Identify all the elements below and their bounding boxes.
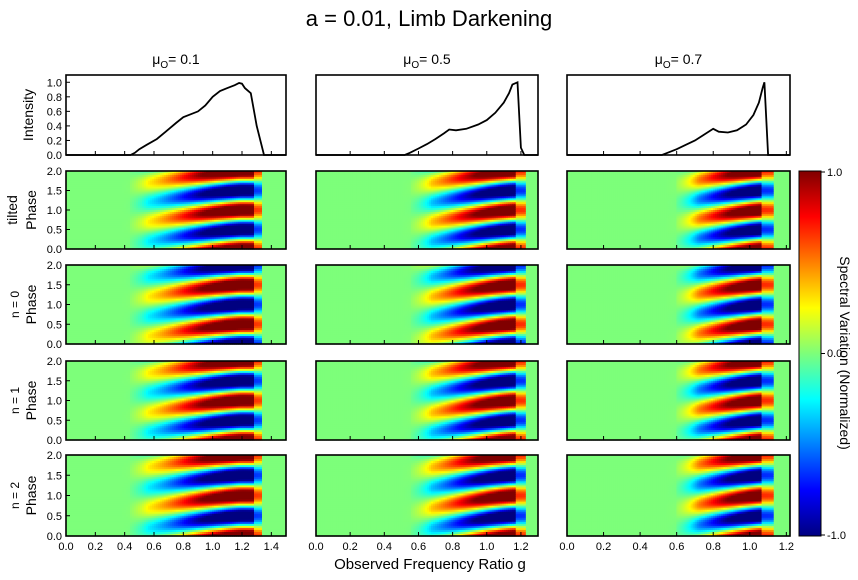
panels: 0.00.20.40.60.81.00.00.51.01.52.00.00.51… <box>47 75 794 553</box>
y-tick-label: 0.2 <box>47 135 62 147</box>
row-label-4-top: n = 1 <box>8 387 22 414</box>
y-tick-label: 0.4 <box>47 121 62 133</box>
y-tick-label: 0.0 <box>47 150 62 162</box>
plot-area <box>567 75 790 155</box>
y-tick-label: 0.6 <box>47 106 62 118</box>
y-tick-label: 1.0 <box>47 77 62 89</box>
row-label-4-main: Phase <box>23 380 39 420</box>
row-label-3-main: Phase <box>23 284 39 324</box>
panel-r1-c2 <box>316 75 538 155</box>
row-label-3-top: n = 0 <box>8 291 22 318</box>
column-header-2: μO= 0.5 <box>403 51 451 71</box>
figure-title: a = 0.01, Limb Darkening <box>306 6 552 31</box>
column-header-1: μO= 0.1 <box>152 51 200 71</box>
panel-r1-c1: 0.0 0.2 0.4 0.6 0.8 1.0 <box>47 75 286 162</box>
row-label-5-top: n = 2 <box>8 482 22 509</box>
plot-area <box>66 75 286 155</box>
panel-r1-c3 <box>567 75 790 155</box>
plot-area <box>316 75 538 155</box>
row-label-5-main: Phase <box>23 475 39 515</box>
row-label-intensity: Intensity <box>20 89 36 141</box>
column-headers: μO= 0.1 μO= 0.5 μO= 0.7 <box>152 51 702 71</box>
panel-r2-c1: 0.00.51.01.52.0 <box>47 166 287 256</box>
row-label-2-top: tilted <box>4 195 20 225</box>
column-header-3: μO= 0.7 <box>655 51 703 71</box>
row-label-2-main: Phase <box>23 190 39 230</box>
y-tick-label: 0.8 <box>47 92 62 104</box>
